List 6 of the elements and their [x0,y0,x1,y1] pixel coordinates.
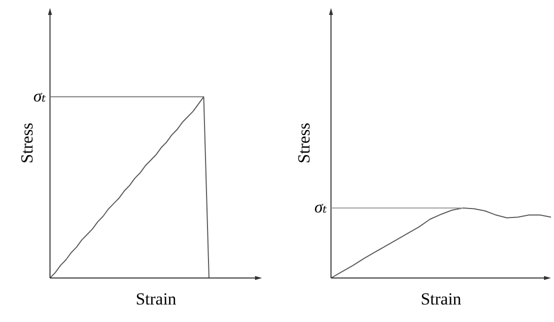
x-axis-title: Strain [420,289,462,308]
y-axis-title: Stress [294,122,314,164]
ref-line-label: σₜ [33,86,47,106]
y-axis-title: Stress [18,122,37,164]
x-axis-title: Strain [136,289,177,308]
ref-line-label: σₜ [314,198,328,217]
